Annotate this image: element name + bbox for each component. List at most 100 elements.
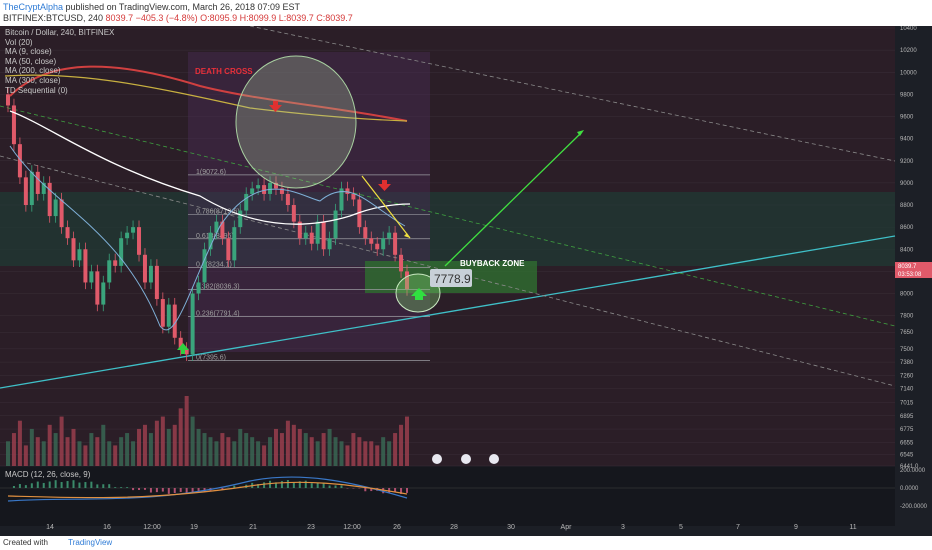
candle-body [83,249,87,282]
candle-body [310,233,314,244]
news-icon[interactable] [432,454,442,464]
candle-body [95,271,99,304]
macd-hist-bar [263,482,265,488]
candle-body [149,266,153,283]
created-with-text: Created with [3,538,48,547]
volume-bar [405,417,409,466]
macd-hist-bar [73,480,75,488]
volume-bar [232,441,236,466]
price-tick-label: 7380 [900,360,914,366]
publish-info: TheCryptAlpha published on TradingView.c… [3,2,300,12]
candle-body [250,188,254,194]
volume-bar [381,437,385,466]
price-tick-label: 6545 [900,452,914,458]
legend-item[interactable]: MA (50, close) [5,57,114,67]
macd-hist-bar [180,488,182,492]
price-tick-label: 10000 [900,70,917,76]
price-tick-label: 9400 [900,137,914,143]
time-tick-label: 11 [849,524,856,531]
volume-bar [173,425,177,466]
volume-bar [24,445,28,466]
candle-body [387,233,391,239]
legend-item[interactable]: MA (200, close) [5,66,114,76]
volume-bar [268,437,272,466]
candle-body [89,271,93,282]
macd-hist-bar [61,482,63,488]
macd-hist-bar [102,484,104,488]
time-tick-label: 16 [103,524,111,531]
volume-bar [399,425,403,466]
macd-pane [0,466,895,526]
time-tick-label: 19 [190,524,198,531]
legend-item[interactable]: Vol (20) [5,38,114,48]
news-icon[interactable] [489,454,499,464]
macd-hist-bar [19,484,21,488]
volume-bar [250,437,254,466]
candle-body [137,227,141,255]
price-tick-label: 8000 [900,292,914,298]
macd-hist-bar [55,480,57,488]
candle-body [345,188,349,194]
macd-hist-bar [144,488,146,490]
legend-item[interactable]: TD Sequential (0) [5,86,114,96]
macd-hist-bar [364,488,366,491]
volume-bar [66,437,70,466]
volume-bar [351,433,355,466]
candle-body [268,183,272,194]
macd-hist-bar [329,486,331,488]
tradingview-logo[interactable]: TradingView [68,538,112,547]
volume-bar [226,437,230,466]
macd-hist-bar [406,488,408,493]
fib-label: 1(9072.6) [196,169,226,176]
fib-label: 0.236(7791.4) [196,311,240,318]
volume-bar [191,417,195,466]
published-text: published on TradingView.com, March 26, … [66,2,300,12]
candle-body [399,255,403,272]
volume-bar [208,437,212,466]
macd-hist-bar [25,485,27,488]
buyback-label: BUYBACK ZONE [460,259,525,268]
volume-bar [36,437,40,466]
price-chart[interactable]: 1(9072.6)0.786(8713.6)0.618(8495)0.5(823… [0,26,932,536]
macd-hist-bar [168,488,170,494]
candle-body [304,233,308,239]
volume-bar [298,429,302,466]
candle-body [155,266,159,299]
volume-bar [6,441,10,466]
macd-hist-bar [126,487,128,488]
macd-legend[interactable]: MACD (12, 26, close, 9) [5,470,90,479]
time-tick-label: 21 [249,524,257,531]
time-tick-label: 12:00 [343,524,361,531]
macd-hist-bar [108,484,110,488]
price-tick-label: 8800 [900,203,914,209]
volume-bar [322,433,326,466]
volume-bar [393,433,397,466]
candle-body [6,94,10,105]
volume-bar [339,441,343,466]
volume-bar [262,445,266,466]
macd-hist-bar [114,487,116,488]
volume-bar [286,421,290,466]
candle-body [244,194,248,211]
price-tick-label: 7650 [900,330,914,336]
legend-title: Bitcoin / Dollar, 240, BITFINEX [5,28,114,38]
news-icon[interactable] [461,454,471,464]
fib-label: 0(7395.6) [196,354,226,361]
price-tick-label: 9200 [900,159,914,165]
legend-item[interactable]: MA (9, close) [5,47,114,57]
macd-hist-bar [84,482,86,488]
macd-hist-bar [138,488,140,490]
candle-body [24,177,28,205]
candle-body [292,205,296,222]
legend-item[interactable]: MA (300, close) [5,76,114,86]
volume-bar [125,433,129,466]
author-link[interactable]: TheCryptAlpha [3,2,63,12]
candle-body [77,249,81,260]
candle-body [30,172,34,205]
macd-hist-bar [120,487,122,488]
candle-body [238,211,242,228]
price-tick-label: 10400 [900,26,917,32]
macd-hist-bar [335,485,337,488]
macd-hist-bar [340,485,342,488]
macd-hist-bar [156,488,158,492]
